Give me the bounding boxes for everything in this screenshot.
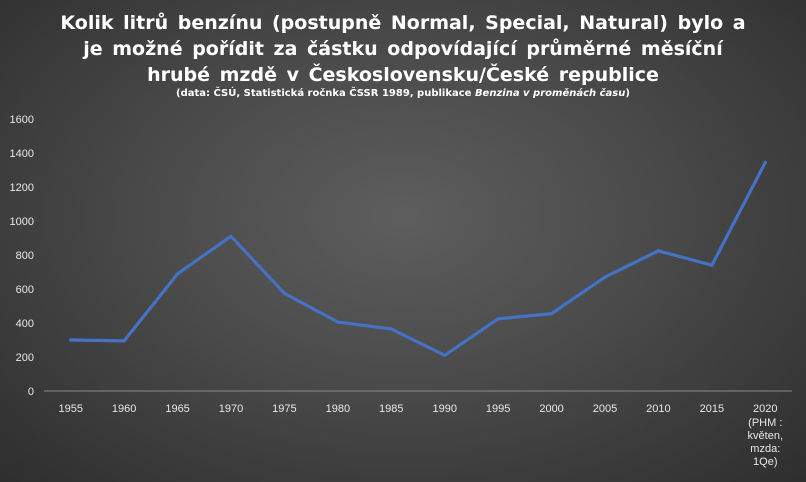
data-point xyxy=(389,327,393,331)
y-tick-label: 800 xyxy=(16,250,34,262)
data-point xyxy=(496,317,500,321)
data-point xyxy=(443,353,447,357)
data-point xyxy=(549,312,554,316)
y-tick-label: 400 xyxy=(16,318,34,330)
chart-title: Kolik litrů benzínu (postupně Normal, Sp… xyxy=(0,10,806,88)
x-tick-note: 1Qe) xyxy=(753,456,777,468)
x-axis: 1955 1960 1965 1970 1975 1980 1985 1990 1995 2000… xyxy=(58,403,783,468)
y-tick-label: 1200 xyxy=(10,182,34,194)
y-tick-label: 200 xyxy=(16,352,34,364)
data-point xyxy=(603,275,607,279)
subtitle-italic: Benzina v proměnách času xyxy=(474,88,626,99)
x-tick-label: 1970 xyxy=(219,403,243,415)
series-polyline xyxy=(69,160,767,357)
x-tick-label: 1985 xyxy=(379,403,403,415)
data-point xyxy=(69,338,73,342)
x-tick-note: květen, xyxy=(748,430,783,442)
y-tick-label: 0 xyxy=(28,386,34,398)
y-tick-label: 1400 xyxy=(10,148,34,160)
title-line-1: Kolik litrů benzínu (postupně Normal, Sp… xyxy=(60,12,746,34)
data-point xyxy=(229,234,233,238)
data-point xyxy=(763,160,767,164)
x-tick-label: 2020 xyxy=(753,403,777,415)
x-tick-note: mzda: xyxy=(750,443,780,455)
data-point xyxy=(122,339,126,343)
x-tick-label: 2005 xyxy=(593,403,617,415)
subtitle-prefix: (data: ČSÚ, Statistická ročnka ČSSR 1989… xyxy=(176,88,475,99)
x-tick-label: 2010 xyxy=(646,403,670,415)
y-axis: 0 200 400 600 800 1000 1200 1400 1600 xyxy=(10,114,34,398)
data-point xyxy=(336,320,340,324)
x-tick-label: 1955 xyxy=(58,403,82,415)
series-line xyxy=(69,160,767,357)
x-tick-label: 1980 xyxy=(326,403,350,415)
x-tick-label: 1965 xyxy=(165,403,189,415)
x-tick-label: 2000 xyxy=(539,403,563,415)
x-tick-label: 1990 xyxy=(432,403,456,415)
data-point xyxy=(175,272,180,276)
data-point xyxy=(656,249,661,253)
y-tick-label: 1600 xyxy=(10,114,34,126)
x-tick-label: 2015 xyxy=(700,403,724,415)
x-tick-label: 1960 xyxy=(112,403,136,415)
chart-subtitle: (data: ČSÚ, Statistická ročnka ČSSR 1989… xyxy=(0,88,806,99)
data-point xyxy=(282,291,287,295)
data-point xyxy=(710,263,714,267)
title-line-2: je možné pořídit za částku odpovídající … xyxy=(83,38,723,60)
subtitle-suffix: ) xyxy=(625,88,630,99)
x-tick-label: 1995 xyxy=(486,403,510,415)
y-tick-label: 600 xyxy=(16,284,34,296)
x-tick-label: 1975 xyxy=(272,403,296,415)
y-tick-label: 1000 xyxy=(10,216,34,228)
x-tick-note: (PHM : xyxy=(748,417,782,429)
title-line-3: hrubé mzdě v Československu/České republ… xyxy=(147,64,659,86)
